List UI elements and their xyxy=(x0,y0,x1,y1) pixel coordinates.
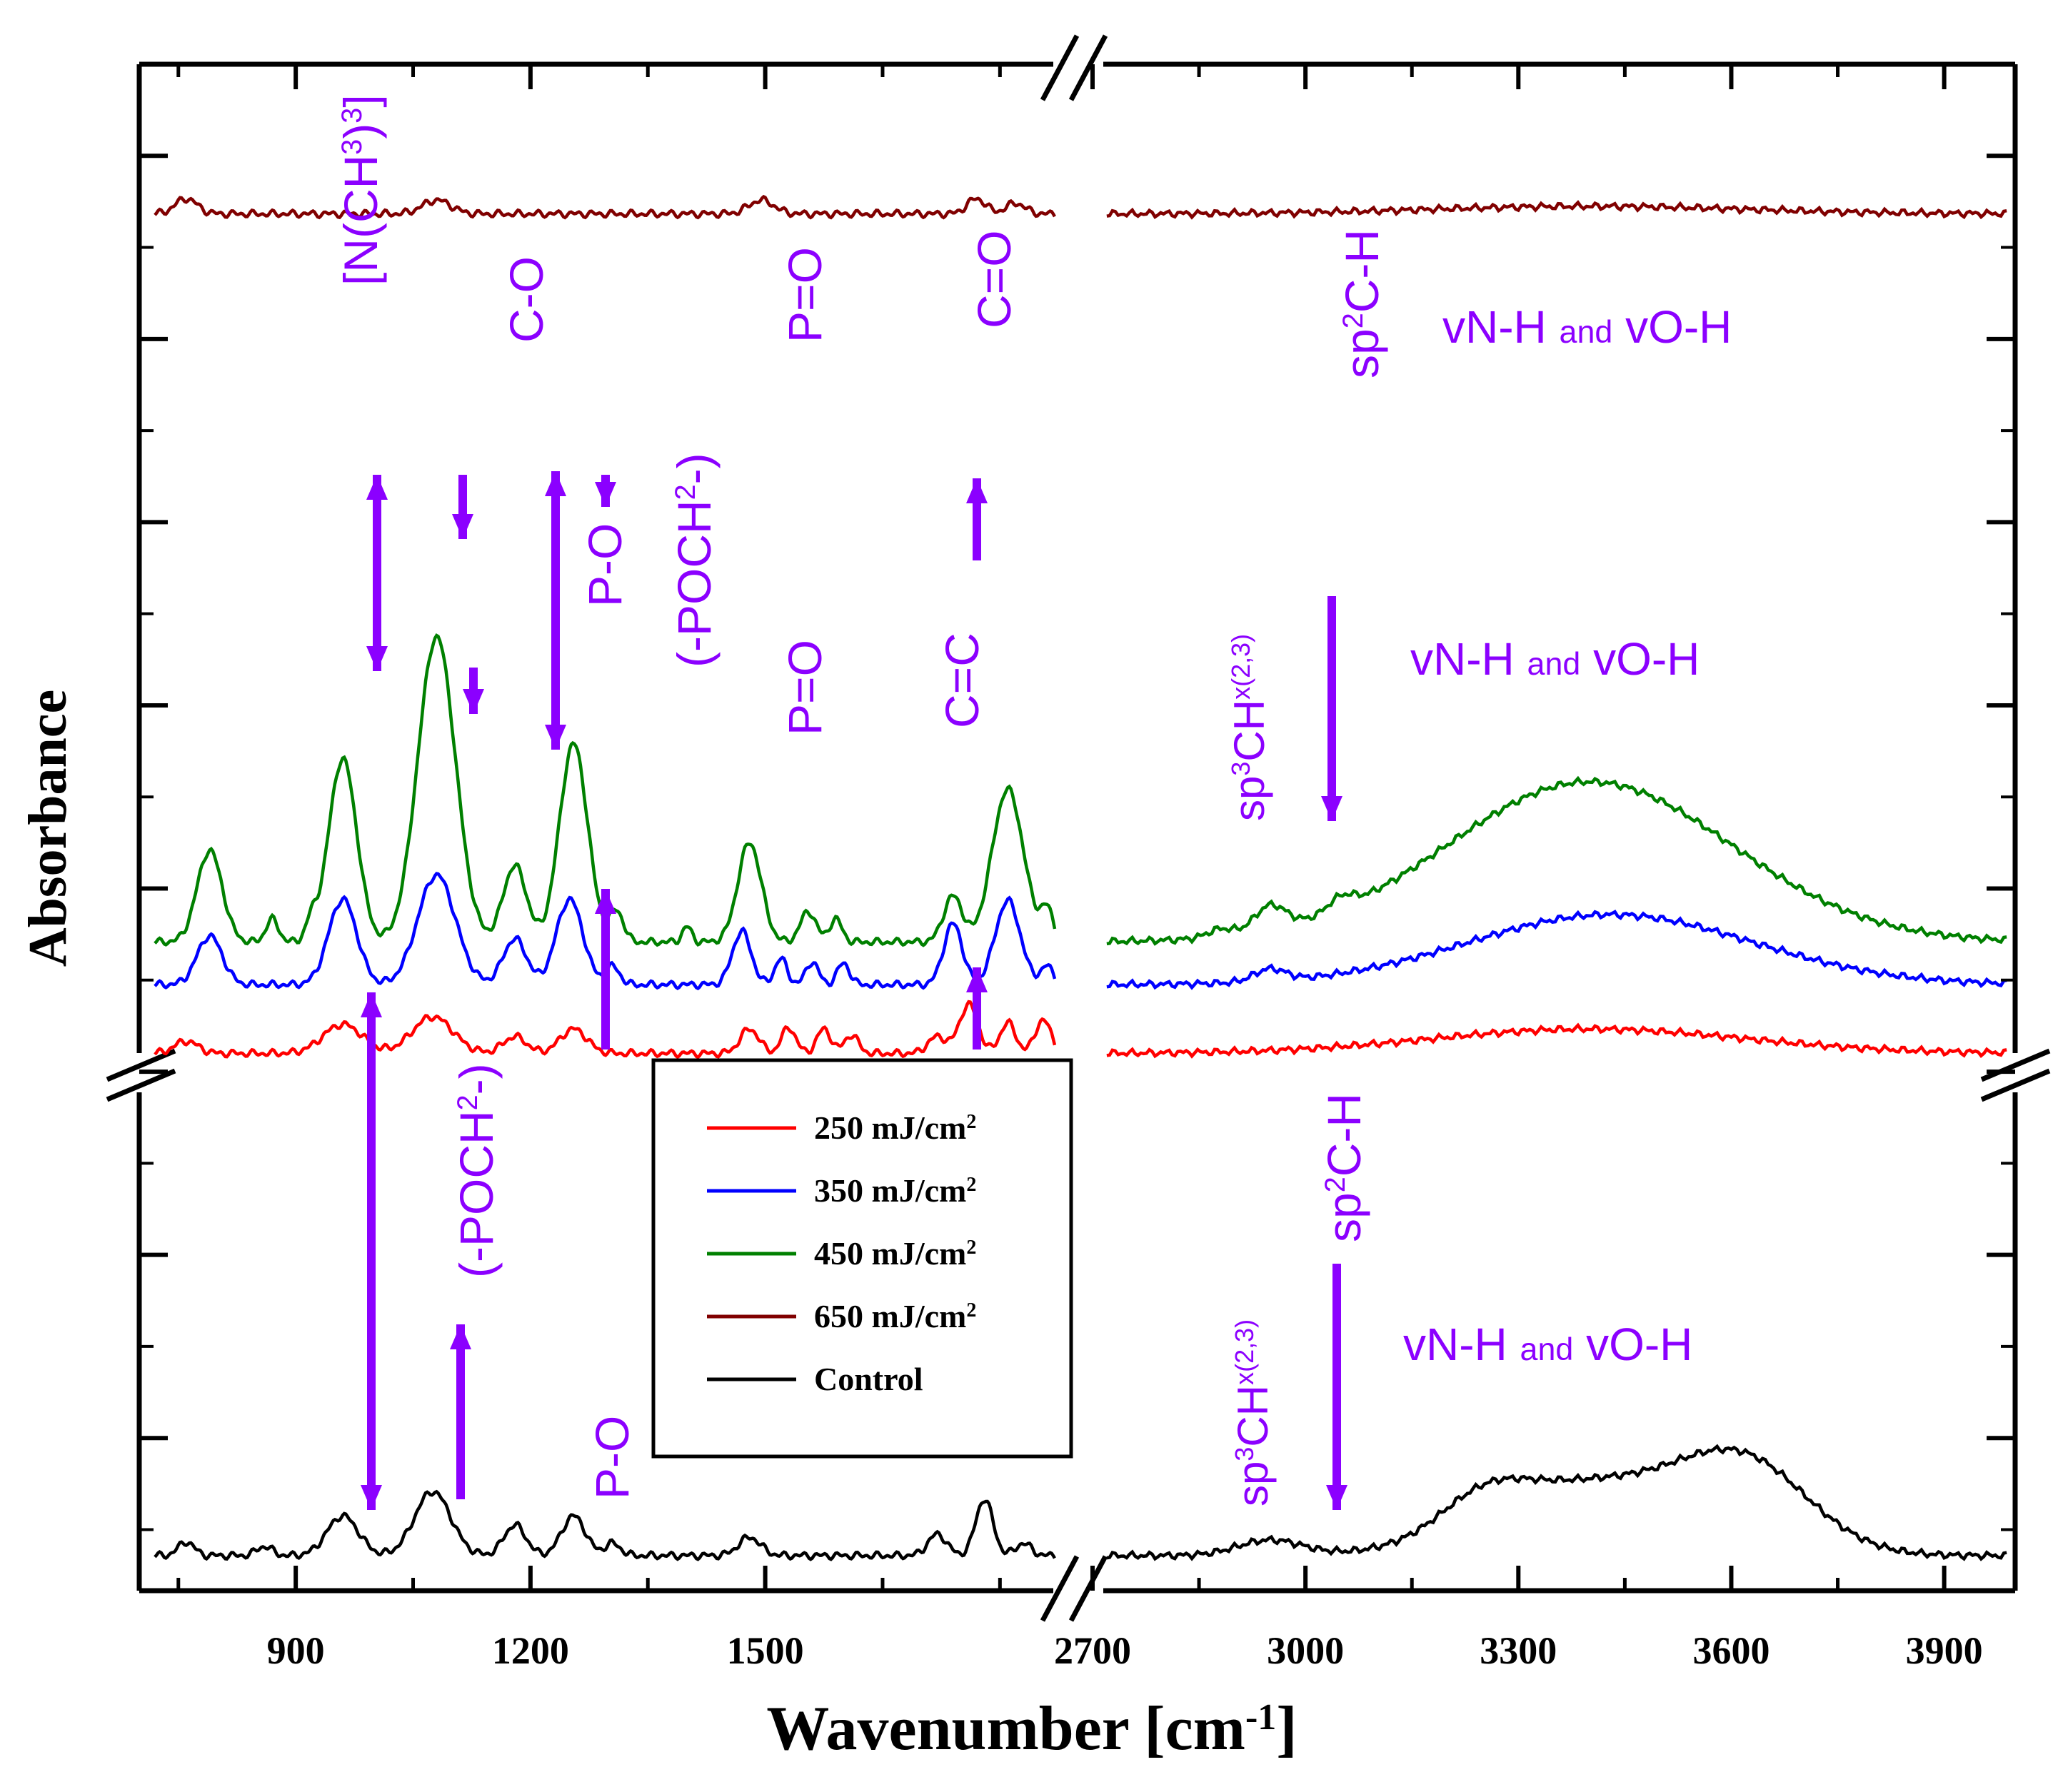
x-break-mark xyxy=(1068,34,1108,101)
annotation-label: (-POCH2-) xyxy=(668,453,721,668)
arrow-head xyxy=(452,514,473,539)
arrow-head xyxy=(450,1324,471,1349)
arrow-head xyxy=(595,889,616,914)
arrow-head xyxy=(545,725,566,750)
annotation-arrows xyxy=(361,471,1347,1510)
annotation-label: vN-H and vO-H xyxy=(1403,1319,1692,1370)
arrow-head xyxy=(966,478,988,503)
x-tick-label: 3000 xyxy=(1267,1629,1344,1672)
x-break-mark xyxy=(1040,1555,1080,1622)
series-line-250-mj-cm2 xyxy=(1106,1022,2007,1059)
x-tick-label: 2700 xyxy=(1054,1629,1131,1672)
x-tick-label: 900 xyxy=(267,1629,325,1672)
x-tick-label: 1200 xyxy=(492,1629,569,1672)
annotation-label: vN-H and vO-H xyxy=(1442,301,1732,353)
series-line-350-mj-cm2 xyxy=(1106,910,2007,990)
series-line-control xyxy=(154,1489,1056,1561)
legend-label: Control xyxy=(814,1361,923,1397)
arrow-head xyxy=(361,1485,382,1510)
annotation-label: P=O xyxy=(778,247,831,343)
arrow-head xyxy=(545,471,566,496)
annotation-label: sp3CHx(2,3) xyxy=(1225,634,1273,821)
x-tick-label: 3300 xyxy=(1480,1629,1557,1672)
y-break-mark xyxy=(106,1068,176,1102)
legend-label: 250 mJ/cm2 xyxy=(814,1109,976,1146)
arrow-head xyxy=(361,992,382,1017)
annotation-label: C=O xyxy=(968,230,1020,328)
legend-label: 650 mJ/cm2 xyxy=(814,1298,976,1334)
annotation-labels: [N(CH3)3] C-O P=O C=O sp2C-H vN-H and vO-H P-O… xyxy=(334,94,1732,1506)
arrow-head xyxy=(1326,1485,1347,1510)
series-line-control xyxy=(1106,1444,2007,1561)
annotation-label: P-O xyxy=(586,1416,638,1499)
arrow-head xyxy=(366,475,388,500)
arrow-head xyxy=(366,646,388,671)
x-break-mark xyxy=(1040,34,1080,101)
arrow-head xyxy=(1321,796,1342,821)
arrow-head xyxy=(595,482,616,507)
annotation-label: sp2C-H xyxy=(1317,1093,1370,1242)
annotation-label: C=C xyxy=(935,633,988,728)
arrow-head xyxy=(463,689,484,714)
x-tick-label: 3900 xyxy=(1906,1629,1983,1672)
annotation-label: sp2C-H xyxy=(1335,229,1388,378)
series-line-650-mj-cm2 xyxy=(1106,200,2007,220)
y-break-mark xyxy=(1980,1068,2051,1102)
x-tick-label: 1500 xyxy=(727,1629,804,1672)
axis-ticks: 900 1200 1500 2700 3000 3300 3600 3900 xyxy=(139,64,2015,1672)
x-break-mark xyxy=(1068,1555,1108,1622)
series-line-650-mj-cm2 xyxy=(154,194,1056,220)
y-break-mark xyxy=(1980,1048,2051,1082)
plot-frame xyxy=(106,34,2051,1622)
annotation-label: vN-H and vO-H xyxy=(1410,633,1700,685)
annotation-label: [N(CH3)3] xyxy=(334,94,387,286)
annotation-label: P=O xyxy=(778,640,831,735)
legend: 250 mJ/cm2 350 mJ/cm2 450 mJ/cm2 650 mJ/cm2… xyxy=(651,1058,1073,1459)
y-break-mark xyxy=(106,1048,176,1082)
arrow-head xyxy=(966,967,988,992)
x-tick-label: 3600 xyxy=(1692,1629,1770,1672)
legend-label: 350 mJ/cm2 xyxy=(814,1172,976,1209)
legend-label: 450 mJ/cm2 xyxy=(814,1235,976,1272)
series-line-450-mj-cm2 xyxy=(1106,775,2007,946)
y-axis-label: Absorbance xyxy=(18,690,78,967)
x-axis-label: Wavenumber [cm-1] xyxy=(766,1694,1297,1763)
series-group xyxy=(154,194,2007,1561)
annotation-label: (-POCH2-) xyxy=(450,1063,503,1278)
annotation-label: C-O xyxy=(500,256,553,343)
annotation-label: P-O xyxy=(578,523,631,607)
annotation-label: sp3CHx(2,3) xyxy=(1229,1319,1277,1506)
series-line-250-mj-cm2 xyxy=(154,1000,1057,1059)
